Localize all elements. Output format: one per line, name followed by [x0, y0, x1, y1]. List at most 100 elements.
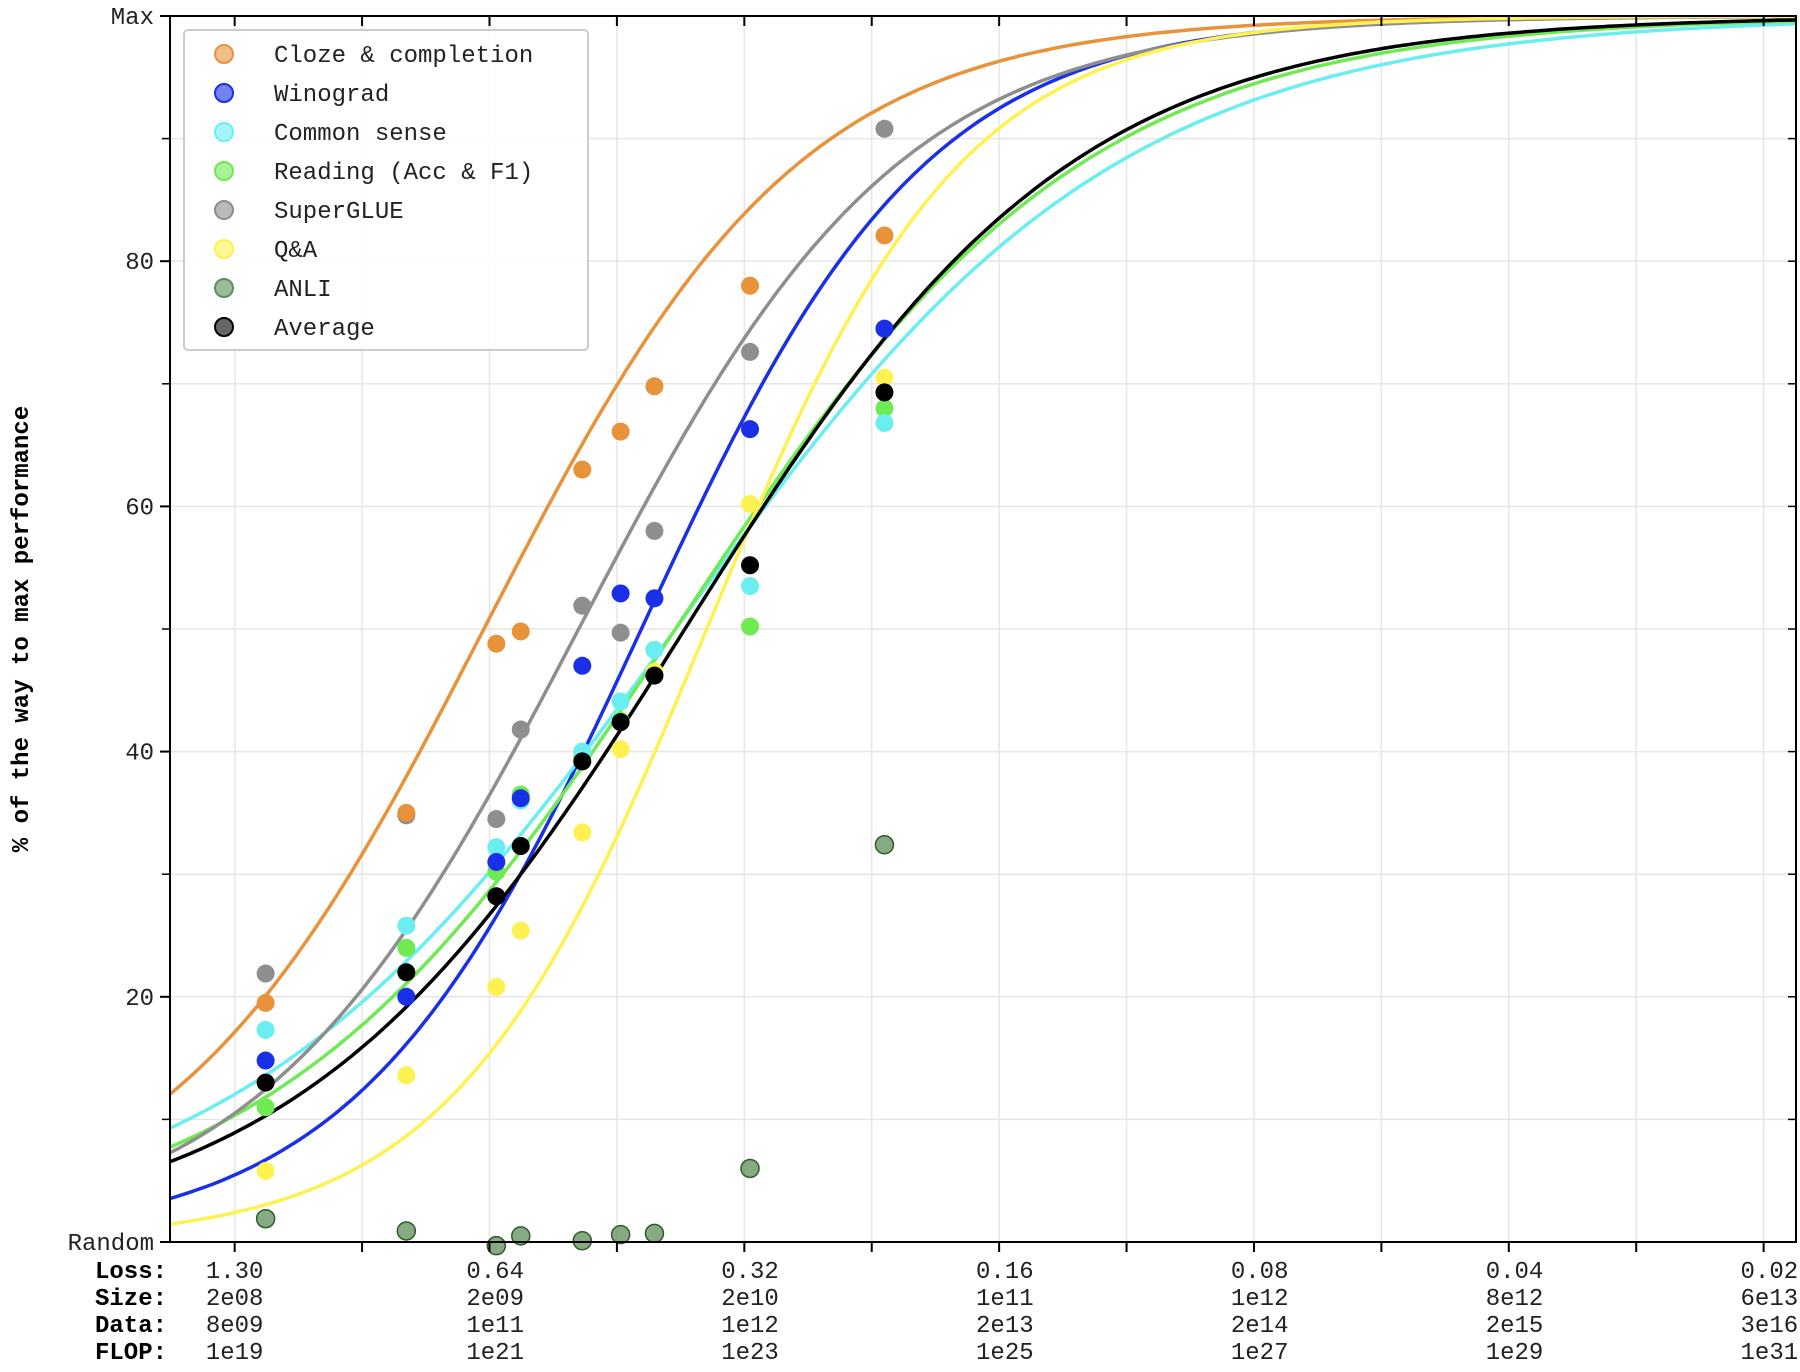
- data-point: [487, 810, 506, 829]
- x-tick-label: 0.64: [466, 1259, 524, 1286]
- y-tick-label: Max: [111, 5, 154, 32]
- y-axis-label: % of the way to max performance: [9, 406, 36, 852]
- x-tick-label: 2e14: [1231, 1313, 1289, 1340]
- data-point: [741, 617, 760, 636]
- legend-label: Average: [274, 316, 375, 343]
- data-point: [741, 577, 760, 596]
- data-point: [511, 720, 530, 739]
- x-tick-label: 0.32: [721, 1259, 779, 1286]
- data-point: [645, 640, 664, 659]
- x-tick-label: 8e12: [1486, 1286, 1544, 1313]
- data-point: [256, 1161, 275, 1180]
- x-tick-label: 6e13: [1741, 1286, 1799, 1313]
- data-point: [511, 789, 530, 808]
- x-tick-label: 1e27: [1231, 1340, 1289, 1367]
- data-point: [644, 1223, 665, 1244]
- legend-marker: [214, 122, 234, 142]
- y-tick-label: 80: [125, 250, 154, 277]
- legend-marker: [214, 200, 234, 220]
- x-tick-label: 0.16: [976, 1259, 1034, 1286]
- data-point: [256, 964, 275, 983]
- data-point: [255, 1208, 276, 1229]
- x-tick-label: 0.02: [1741, 1259, 1799, 1286]
- legend-marker: [214, 161, 234, 181]
- y-tick-label: 20: [125, 986, 154, 1013]
- data-point: [875, 119, 894, 138]
- data-point: [256, 1073, 275, 1092]
- data-point: [397, 987, 416, 1006]
- data-point: [511, 837, 530, 856]
- legend-label: Reading (Acc & F1): [274, 160, 533, 187]
- data-point: [645, 666, 664, 685]
- data-point: [611, 713, 630, 732]
- legend-label: SuperGLUE: [274, 199, 404, 226]
- data-point: [397, 1066, 416, 1085]
- data-point: [645, 521, 664, 540]
- legend-label: ANLI: [274, 277, 332, 304]
- data-point: [572, 1231, 593, 1251]
- x-tick-label: 3e16: [1741, 1313, 1799, 1340]
- fit-curve: [170, 16, 1796, 1226]
- data-point: [741, 276, 760, 295]
- x-tick-label: 1e11: [466, 1313, 524, 1340]
- y-tick-label: 40: [125, 741, 154, 768]
- data-point: [397, 963, 416, 982]
- legend-box: [183, 29, 589, 351]
- x-tick-label: 2e09: [466, 1286, 524, 1313]
- legend-label: Cloze & completion: [274, 43, 533, 70]
- data-point: [396, 1221, 417, 1241]
- data-point: [256, 1098, 275, 1117]
- x-tick-label: 1e29: [1486, 1340, 1544, 1367]
- data-point: [573, 460, 592, 479]
- data-point: [256, 1020, 275, 1039]
- data-point: [573, 596, 592, 615]
- data-point: [741, 342, 760, 361]
- y-axis: Random 20 40 60 80 Max: [68, 5, 1796, 1258]
- legend-label: Q&A: [274, 238, 318, 265]
- data-point: [645, 377, 664, 396]
- data-point: [741, 494, 760, 513]
- data-point: [875, 319, 894, 338]
- legend-marker: [214, 317, 234, 337]
- data-point: [573, 752, 592, 771]
- data-point: [397, 803, 416, 822]
- legend: Cloze & completion Winograd Common sense Re…: [183, 29, 589, 351]
- legend-marker: [214, 44, 234, 64]
- x-tick-label: 1e12: [1231, 1286, 1289, 1313]
- x-tick-label: 1e12: [721, 1313, 779, 1340]
- data-point: [487, 634, 506, 653]
- data-point: [611, 740, 630, 759]
- data-point: [741, 420, 760, 439]
- x-tick-label: 1e21: [466, 1340, 524, 1367]
- fit-curve: [170, 19, 1796, 1149]
- data-point: [875, 414, 894, 433]
- x-tick-label: 1e19: [206, 1340, 264, 1367]
- x-tick-label: 2e15: [1486, 1313, 1544, 1340]
- x-tick-label: 2e13: [976, 1313, 1034, 1340]
- x-tick-label: 1.30: [206, 1259, 264, 1286]
- data-point: [875, 226, 894, 245]
- data-point: [397, 938, 416, 957]
- fit-curve: [170, 22, 1796, 1130]
- data-point: [875, 399, 894, 418]
- x-tick-label: 1e25: [976, 1340, 1034, 1367]
- x-tick-label: 2e10: [721, 1286, 779, 1313]
- x-tick-label: 0.04: [1486, 1259, 1544, 1286]
- data-point: [573, 656, 592, 675]
- x-tick-label: 8e09: [206, 1313, 264, 1340]
- data-point: [487, 838, 506, 857]
- data-point: [511, 1226, 531, 1246]
- data-point: [610, 1224, 631, 1245]
- x-row-label: Data:: [95, 1313, 167, 1340]
- data-point: [487, 977, 506, 996]
- data-point: [256, 1051, 275, 1070]
- data-point: [645, 589, 664, 608]
- data-point: [511, 921, 530, 940]
- data-point: [875, 368, 894, 387]
- data-point: [740, 1158, 760, 1179]
- x-row-label: Loss:: [95, 1259, 167, 1286]
- x-tick-label: 2e08: [206, 1286, 264, 1313]
- data-point: [256, 993, 275, 1012]
